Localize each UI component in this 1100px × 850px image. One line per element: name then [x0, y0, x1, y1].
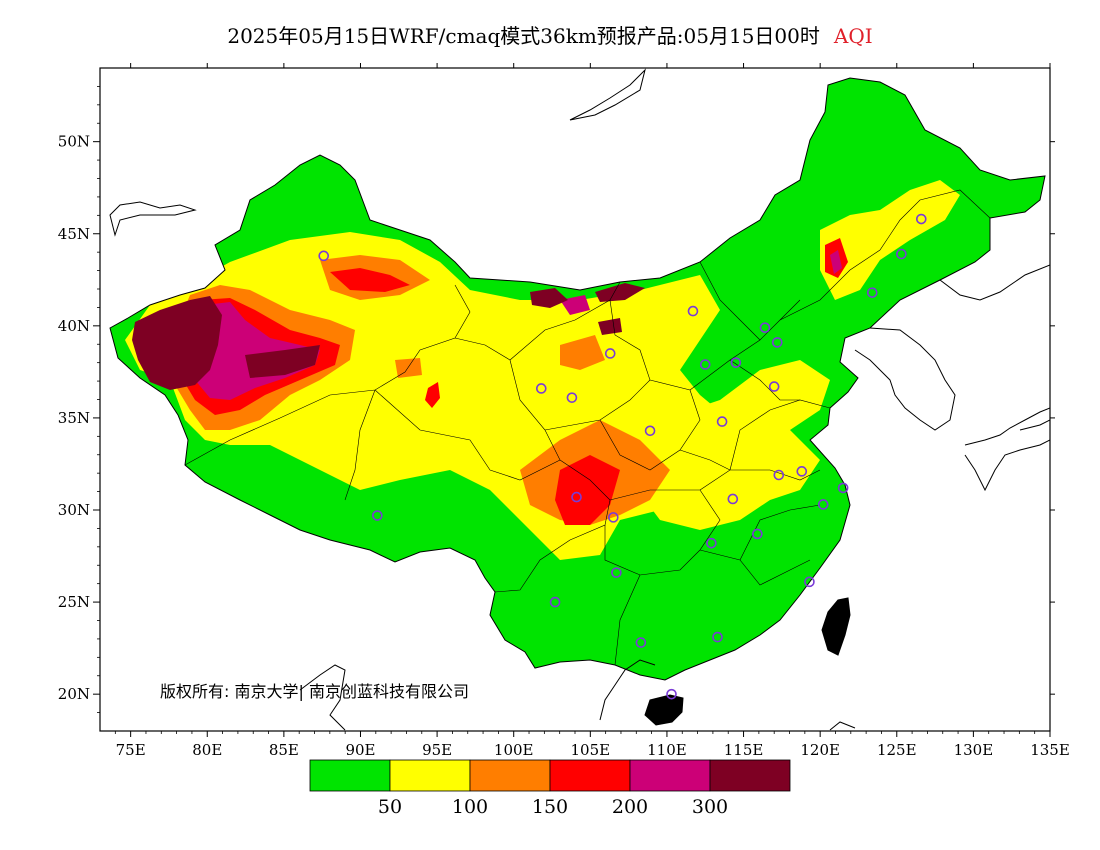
station-marker [866, 287, 878, 298]
station-marker [730, 357, 742, 368]
aqi-contour-2 [820, 180, 960, 300]
station-marker [571, 491, 582, 503]
y-tick-label: 35N [58, 409, 90, 427]
colorbar-label: 200 [612, 796, 648, 818]
taiwan-island [821, 597, 851, 656]
title-variable: AQI [833, 24, 873, 48]
aqi-contour-7 [560, 335, 605, 370]
y-tick-label: 45N [58, 225, 90, 243]
station-marker [549, 596, 561, 608]
aqi-contour-19 [530, 288, 568, 308]
station-marker [804, 576, 815, 588]
colorbar: 50 100 150 200 300 [309, 759, 791, 818]
map-title: 2025年05月15日WRF/cmaq模式36km预报产品:05月15日00时 A… [0, 20, 1100, 49]
aqi-contours [125, 180, 960, 560]
station-marker [727, 493, 739, 505]
colorbar-swatch [389, 759, 471, 792]
station-marker [699, 359, 711, 370]
x-tick-label: 125E [877, 741, 917, 759]
y-tick-label: 25N [58, 593, 90, 611]
colorbar-label: 150 [532, 796, 568, 818]
aqi-contour-8 [395, 358, 422, 378]
x-tick-label: 120E [800, 741, 840, 759]
station-marker [896, 248, 907, 260]
colorbar-label: 300 [692, 796, 728, 818]
station-marker [771, 337, 783, 348]
station-marker [318, 250, 330, 262]
station-marker [712, 631, 723, 643]
plot-area [109, 68, 1050, 731]
aqi-contour-20 [595, 283, 645, 302]
station-marker [759, 322, 771, 333]
y-axis: 50N 45N 40N 35N 30N 25N 20N [58, 86, 1055, 713]
station-marker [716, 416, 728, 427]
y-tick-label: 20N [58, 685, 90, 703]
copyright-text: 版权所有: 南京大学| 南京创蓝科技有限公司 [160, 682, 469, 701]
station-marker [566, 392, 578, 403]
station-marker [706, 537, 717, 549]
y-tick-label: 50N [58, 133, 90, 151]
x-tick-label: 110E [647, 741, 687, 759]
colorbar-swatch [549, 759, 631, 792]
station-marker [687, 305, 699, 317]
station-marker [817, 499, 829, 510]
province-boundaries [184, 189, 991, 666]
station-marker [372, 510, 383, 521]
x-tick-label: 115E [724, 741, 764, 759]
china-boundary [109, 77, 1046, 681]
x-tick-label: 80E [192, 741, 222, 759]
colorbar-swatch [309, 759, 391, 792]
aqi-contour-3 [300, 280, 330, 310]
colorbar-label: 100 [452, 796, 488, 818]
colorbar-swatch [629, 759, 711, 792]
neighbour-coastlines [109, 68, 1050, 731]
x-tick-label: 75E [116, 741, 146, 759]
city-station-markers [318, 213, 927, 700]
x-tick-label: 95E [422, 741, 452, 759]
aqi-contour-17 [132, 296, 222, 390]
station-marker [535, 383, 547, 394]
aqi-contour-18 [245, 345, 320, 378]
colorbar-swatch [709, 759, 791, 792]
colorbar-swatch [469, 759, 551, 792]
x-tick-label: 105E [571, 741, 611, 759]
colorbar-label: 50 [378, 796, 402, 818]
x-tick-label: 90E [345, 741, 375, 759]
station-marker [635, 637, 647, 648]
hainan-island [644, 694, 684, 726]
x-tick-label: 100E [494, 741, 534, 759]
station-marker [768, 381, 780, 392]
station-marker [611, 567, 622, 578]
aqi-contour-12 [425, 382, 440, 408]
station-marker [644, 425, 656, 437]
aqi-contour-13 [330, 268, 410, 292]
station-marker [773, 469, 785, 481]
station-marker [837, 482, 849, 494]
station-marker [796, 466, 808, 477]
aqi-field [110, 78, 1045, 680]
aqi-contour-14 [192, 302, 320, 400]
x-tick-label: 135E [1030, 741, 1070, 759]
station-marker [604, 348, 616, 359]
station-marker [608, 512, 619, 523]
title-text: 2025年05月15日WRF/cmaq模式36km预报产品:05月15日00时 [227, 24, 820, 48]
y-tick-label: 30N [58, 501, 90, 519]
x-tick-label: 130E [954, 741, 994, 759]
x-tick-label: 85E [269, 741, 299, 759]
aqi-contour-15 [830, 250, 842, 274]
station-marker [666, 688, 677, 700]
y-tick-label: 40N [58, 317, 90, 335]
station-marker [915, 213, 927, 225]
aqi-contour-21 [598, 318, 622, 335]
station-marker [752, 528, 763, 540]
aqi-contour-10 [555, 455, 620, 525]
x-axis: 75E 80E 85E 90E 95E 100E 105E 110E 115E 120E 125E 1… [114, 63, 1070, 759]
